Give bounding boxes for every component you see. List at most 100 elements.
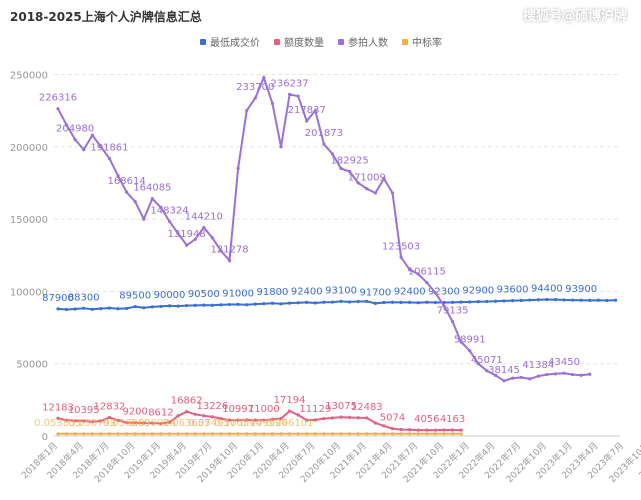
data-label: 164085	[133, 183, 171, 194]
y-tick-label: 150000	[10, 215, 48, 226]
data-point	[125, 420, 129, 425]
data-point	[510, 299, 515, 303]
data-point	[330, 152, 335, 156]
data-point	[416, 301, 420, 305]
data-point	[502, 379, 506, 383]
watermark: 搜狐号@硕博沪牌	[522, 9, 627, 24]
data-label: 121278	[210, 245, 248, 256]
data-point	[236, 432, 240, 436]
data-point	[142, 432, 146, 436]
legend: 最低成交价 额度数量 参拍人数 中标率	[200, 34, 442, 49]
legend-item[interactable]: 最低成交价	[200, 34, 260, 49]
data-label: 93600	[497, 285, 529, 296]
data-point	[125, 306, 129, 311]
data-label: 4056	[414, 414, 439, 425]
data-point	[270, 101, 275, 105]
data-point	[150, 421, 154, 425]
data-point	[227, 259, 232, 263]
data-point	[399, 432, 403, 436]
data-point	[416, 272, 420, 276]
legend-item[interactable]: 参拍人数	[338, 34, 388, 49]
data-point	[116, 418, 120, 422]
data-point	[99, 432, 103, 436]
data-label: 8612	[148, 408, 173, 419]
data-point	[245, 418, 249, 422]
data-label: 91800	[257, 287, 289, 298]
data-point	[305, 432, 309, 436]
data-point	[536, 374, 540, 378]
data-point	[339, 299, 343, 303]
y-tick-label: 100000	[10, 287, 48, 298]
data-label: 10997	[222, 404, 254, 415]
legend-swatch	[338, 38, 344, 45]
data-label: 92300	[428, 287, 460, 298]
data-point	[90, 432, 94, 436]
data-label: 87900	[42, 293, 74, 304]
data-point	[339, 415, 343, 419]
data-point	[416, 428, 420, 432]
data-point	[82, 432, 86, 436]
data-point	[245, 109, 249, 113]
legend-item[interactable]: 中标率	[402, 34, 442, 49]
data-point	[287, 92, 292, 96]
data-point	[313, 432, 317, 436]
data-point	[82, 419, 86, 423]
legend-swatch	[200, 38, 206, 45]
data-label: 144210	[185, 211, 223, 222]
data-point	[279, 417, 283, 421]
data-point	[73, 419, 77, 423]
data-point	[159, 432, 163, 436]
data-point	[64, 307, 69, 312]
data-label: 0.100544	[214, 418, 262, 429]
data-point	[236, 302, 240, 306]
data-point	[193, 432, 197, 436]
data-point	[382, 300, 386, 305]
data-point	[408, 428, 412, 432]
data-point	[356, 299, 360, 304]
data-point	[287, 409, 292, 413]
data-point	[176, 304, 180, 308]
data-point	[210, 236, 214, 240]
data-label: 91700	[359, 287, 391, 298]
data-point	[73, 137, 77, 142]
data-point	[365, 432, 369, 436]
data-point	[579, 373, 583, 377]
data-label: 38145	[488, 365, 520, 376]
data-point	[390, 191, 395, 195]
data-point	[382, 424, 386, 428]
data-point	[373, 421, 377, 425]
data-label: 58991	[454, 335, 486, 346]
data-label: 79135	[437, 306, 469, 317]
data-point	[330, 432, 335, 436]
data-point	[56, 432, 60, 436]
data-label: 92400	[291, 286, 323, 297]
data-point	[399, 255, 403, 259]
data-point	[253, 432, 257, 436]
data-point	[313, 109, 317, 113]
legend-item[interactable]: 额度数量	[274, 34, 324, 49]
data-label: 0.206101	[266, 418, 314, 429]
data-point	[82, 306, 86, 310]
data-point	[485, 299, 489, 304]
data-point	[468, 300, 472, 304]
data-point	[167, 420, 172, 424]
data-point	[528, 377, 532, 381]
data-point	[382, 432, 386, 436]
data-point	[236, 418, 240, 422]
legend-label: 额度数量	[284, 38, 324, 49]
data-label: 13226	[196, 401, 228, 412]
data-point	[459, 300, 463, 304]
data-point	[459, 432, 463, 436]
data-point	[133, 200, 137, 204]
data-point	[373, 301, 377, 305]
data-point	[442, 304, 446, 308]
data-point	[56, 416, 60, 420]
data-point	[502, 299, 506, 303]
data-point	[193, 237, 197, 241]
data-point	[262, 302, 266, 306]
data-point	[613, 298, 618, 302]
data-point	[348, 300, 352, 304]
data-point	[322, 300, 326, 304]
